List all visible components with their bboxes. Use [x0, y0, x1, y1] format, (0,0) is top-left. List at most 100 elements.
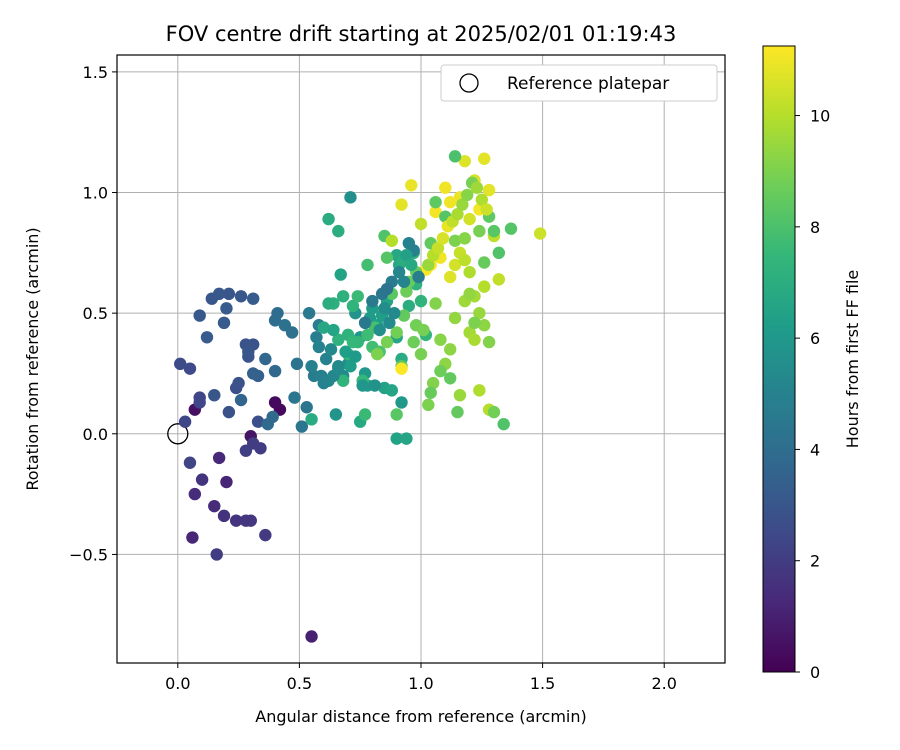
data-point — [329, 408, 343, 421]
y-tick-label: 1.5 — [83, 63, 108, 82]
data-point — [434, 364, 447, 378]
data-point — [178, 415, 192, 428]
x-tick-label: 0.5 — [287, 674, 312, 693]
data-point — [208, 388, 221, 402]
data-point — [439, 181, 452, 194]
data-point — [349, 350, 362, 363]
data-point — [461, 188, 474, 202]
data-point — [533, 227, 547, 240]
data-point — [487, 405, 501, 419]
data-point — [414, 217, 428, 231]
data-point — [478, 319, 491, 332]
data-point — [358, 408, 372, 421]
data-point — [356, 379, 369, 392]
y-tick-label: 0.5 — [83, 304, 108, 323]
data-point — [288, 391, 301, 404]
data-point — [458, 253, 471, 267]
data-point — [407, 335, 420, 349]
data-point — [473, 384, 486, 397]
data-point — [195, 473, 209, 486]
data-point — [492, 273, 506, 286]
data-point — [346, 299, 360, 313]
data-point — [327, 323, 340, 337]
data-point — [212, 287, 226, 301]
data-point — [448, 311, 462, 325]
data-point — [220, 475, 233, 489]
data-point — [346, 335, 360, 349]
data-point — [458, 232, 471, 245]
data-point — [443, 195, 457, 209]
data-point — [380, 335, 394, 349]
data-point — [305, 630, 318, 643]
data-point — [395, 362, 408, 375]
data-point — [463, 287, 476, 301]
data-point — [305, 413, 318, 426]
data-point — [383, 316, 396, 330]
data-point — [358, 316, 372, 330]
data-point — [468, 316, 481, 330]
data-point — [217, 316, 231, 330]
data-point — [397, 309, 411, 322]
data-point — [436, 232, 450, 245]
data-point — [456, 198, 469, 211]
legend-marker-reference — [459, 73, 479, 93]
y-tick-label: −0.5 — [69, 545, 108, 564]
data-point — [400, 249, 413, 262]
colorbar-label: Hours from first FF file — [843, 270, 862, 449]
data-point — [431, 241, 445, 255]
data-point — [402, 299, 416, 313]
data-point — [390, 326, 403, 339]
data-point — [332, 362, 345, 375]
data-point — [443, 270, 457, 284]
data-point — [395, 198, 408, 211]
legend-label-reference: Reference platepar — [507, 74, 669, 94]
data-point — [246, 292, 260, 305]
colorbar-gradient — [762, 45, 796, 673]
data-point — [183, 362, 197, 375]
data-point — [405, 179, 418, 192]
data-point — [434, 333, 447, 346]
data-point — [497, 417, 510, 431]
y-tick-label: 1.0 — [83, 184, 108, 203]
data-point — [429, 297, 442, 310]
data-point — [319, 352, 333, 366]
data-point — [371, 347, 384, 361]
x-tick-label: 1.0 — [408, 674, 433, 693]
colorbar-tick-label: 4 — [810, 440, 820, 459]
data-point — [310, 331, 323, 344]
data-point — [478, 256, 491, 269]
data-point — [470, 181, 484, 194]
data-point — [322, 212, 335, 226]
data-point — [183, 456, 197, 469]
data-point — [397, 275, 411, 288]
data-point — [426, 376, 440, 390]
data-point — [405, 258, 418, 272]
colorbar-tick-label: 2 — [810, 552, 820, 571]
chart-title: FOV centre drift starting at 2025/02/01 … — [166, 22, 677, 46]
data-point — [395, 396, 408, 409]
data-point — [268, 364, 282, 378]
data-point — [380, 282, 394, 296]
legend: Reference platepar — [440, 64, 718, 102]
data-point — [424, 386, 437, 399]
data-point — [412, 270, 425, 284]
data-point — [429, 205, 442, 219]
data-point — [234, 393, 248, 407]
x-tick-label: 1.5 — [530, 674, 555, 693]
scatter-points — [174, 150, 547, 643]
data-point — [388, 306, 401, 320]
data-point — [392, 265, 406, 279]
data-point — [208, 499, 221, 513]
data-point — [193, 391, 206, 404]
data-point — [246, 367, 260, 380]
data-point — [336, 374, 350, 387]
data-point — [443, 343, 457, 356]
data-point — [366, 294, 379, 308]
data-point — [378, 302, 391, 315]
data-point — [334, 268, 347, 281]
colorbar-tick-label: 6 — [810, 329, 820, 348]
data-point — [212, 451, 226, 465]
y-tick-label: 0.0 — [83, 425, 108, 444]
data-point — [400, 432, 413, 445]
